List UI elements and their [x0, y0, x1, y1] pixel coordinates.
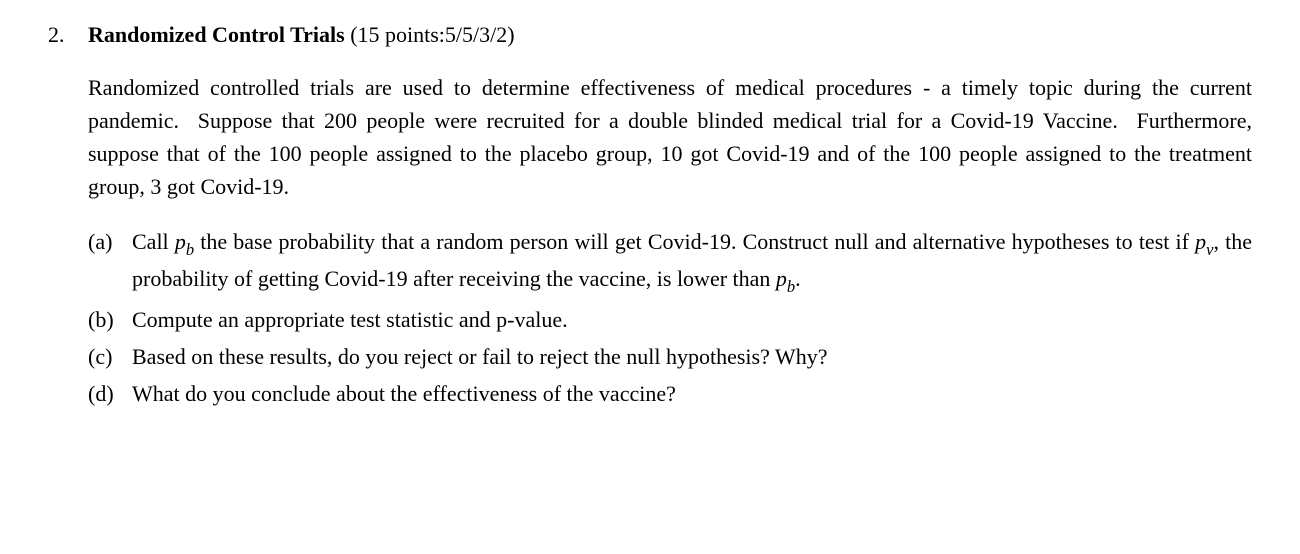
- question-title-wrap: Randomized Control Trials (15 points:5/5…: [88, 20, 515, 51]
- var-p: p: [776, 266, 787, 291]
- text-fragment: .: [795, 266, 801, 291]
- subpart-text-b: Compute an appropriate test statistic an…: [132, 303, 1252, 336]
- subpart-text-a: Call pb the base probability that a rand…: [132, 225, 1252, 299]
- sub-v: v: [1206, 240, 1213, 259]
- subpart-a: (a) Call pb the base probability that a …: [88, 225, 1252, 299]
- subpart-label-c: (c): [88, 340, 132, 373]
- question-number: 2.: [48, 20, 88, 51]
- var-p: p: [175, 229, 186, 254]
- text-fragment: the base probability that a random perso…: [194, 229, 1195, 254]
- subpart-label-b: (b): [88, 303, 132, 336]
- subpart-d: (d) What do you conclude about the effec…: [88, 377, 1252, 410]
- sub-b: b: [787, 277, 795, 296]
- question-container: 2. Randomized Control Trials (15 points:…: [48, 20, 1252, 414]
- question-header: 2. Randomized Control Trials (15 points:…: [48, 20, 1252, 51]
- var-p: p: [1195, 229, 1206, 254]
- question-body: Randomized controlled trials are used to…: [88, 71, 1252, 203]
- text-fragment: Call: [132, 229, 175, 254]
- sub-b: b: [186, 240, 194, 259]
- subpart-label-a: (a): [88, 225, 132, 299]
- subparts-list: (a) Call pb the base probability that a …: [88, 225, 1252, 414]
- subpart-c: (c) Based on these results, do you rejec…: [88, 340, 1252, 373]
- subpart-label-d: (d): [88, 377, 132, 410]
- question-points: (15 points:5/5/3/2): [345, 22, 515, 47]
- subpart-b: (b) Compute an appropriate test statisti…: [88, 303, 1252, 336]
- question-title: Randomized Control Trials: [88, 22, 345, 47]
- subpart-text-d: What do you conclude about the effective…: [132, 377, 1252, 410]
- subpart-text-c: Based on these results, do you reject or…: [132, 340, 1252, 373]
